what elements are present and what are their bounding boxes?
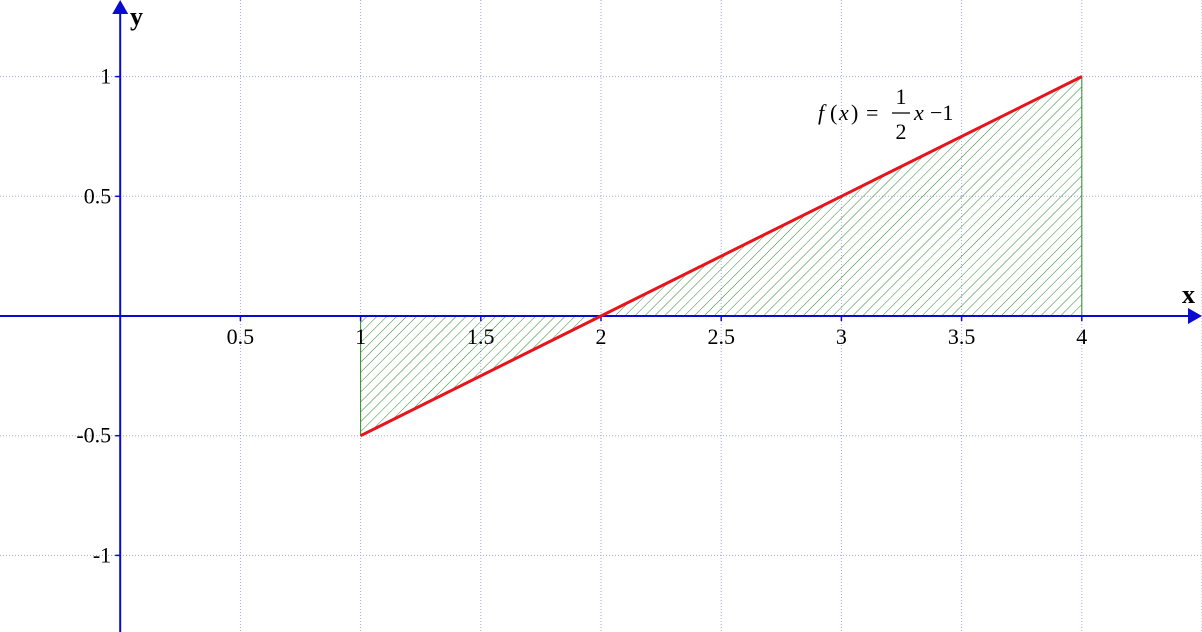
formula-f: f — [818, 100, 827, 125]
x-tick-label: 2.5 — [707, 324, 735, 349]
formula-rhs-x: x — [913, 100, 924, 125]
x-tick-label: 3.5 — [948, 324, 976, 349]
formula-denominator: 2 — [896, 119, 907, 144]
x-axis-label: x — [1182, 280, 1195, 309]
formula-numerator: 1 — [896, 84, 907, 109]
y-tick-label: -1 — [93, 542, 111, 567]
x-tick-label: 0.5 — [227, 324, 255, 349]
x-tick-label: 1 — [355, 324, 366, 349]
svg-text:f ( x ): f ( x ) = — [818, 100, 878, 125]
formula-minus-one: −1 — [930, 100, 953, 125]
formula-open-paren: ( — [830, 100, 837, 125]
tick-marks — [115, 75, 1083, 557]
x-tick-label: 3 — [836, 324, 847, 349]
y-tick-label: 0.5 — [84, 183, 112, 208]
function-annotation: f ( x ) = 1 2 x −1 — [818, 84, 953, 144]
y-tick-label: 1 — [100, 64, 111, 89]
formula-close-paren: ) — [851, 100, 858, 125]
svg-text:x −1: x −1 — [913, 100, 953, 125]
tick-labels: 0.5 1 1.5 2 2.5 3 3.5 4 1 0.5 -0.5 -1 — [76, 64, 1087, 568]
x-tick-label: 4 — [1076, 324, 1087, 349]
y-axis-label: y — [130, 2, 143, 31]
formula-x: x — [838, 100, 849, 125]
x-tick-label: 1.5 — [467, 324, 495, 349]
y-axis-arrowhead — [112, 0, 129, 14]
function-line — [359, 75, 1083, 438]
x-axis-arrowhead — [1188, 308, 1202, 324]
x-tick-label: 2 — [596, 324, 607, 349]
formula-equals: = — [866, 100, 878, 125]
y-tick-label: -0.5 — [76, 423, 111, 448]
